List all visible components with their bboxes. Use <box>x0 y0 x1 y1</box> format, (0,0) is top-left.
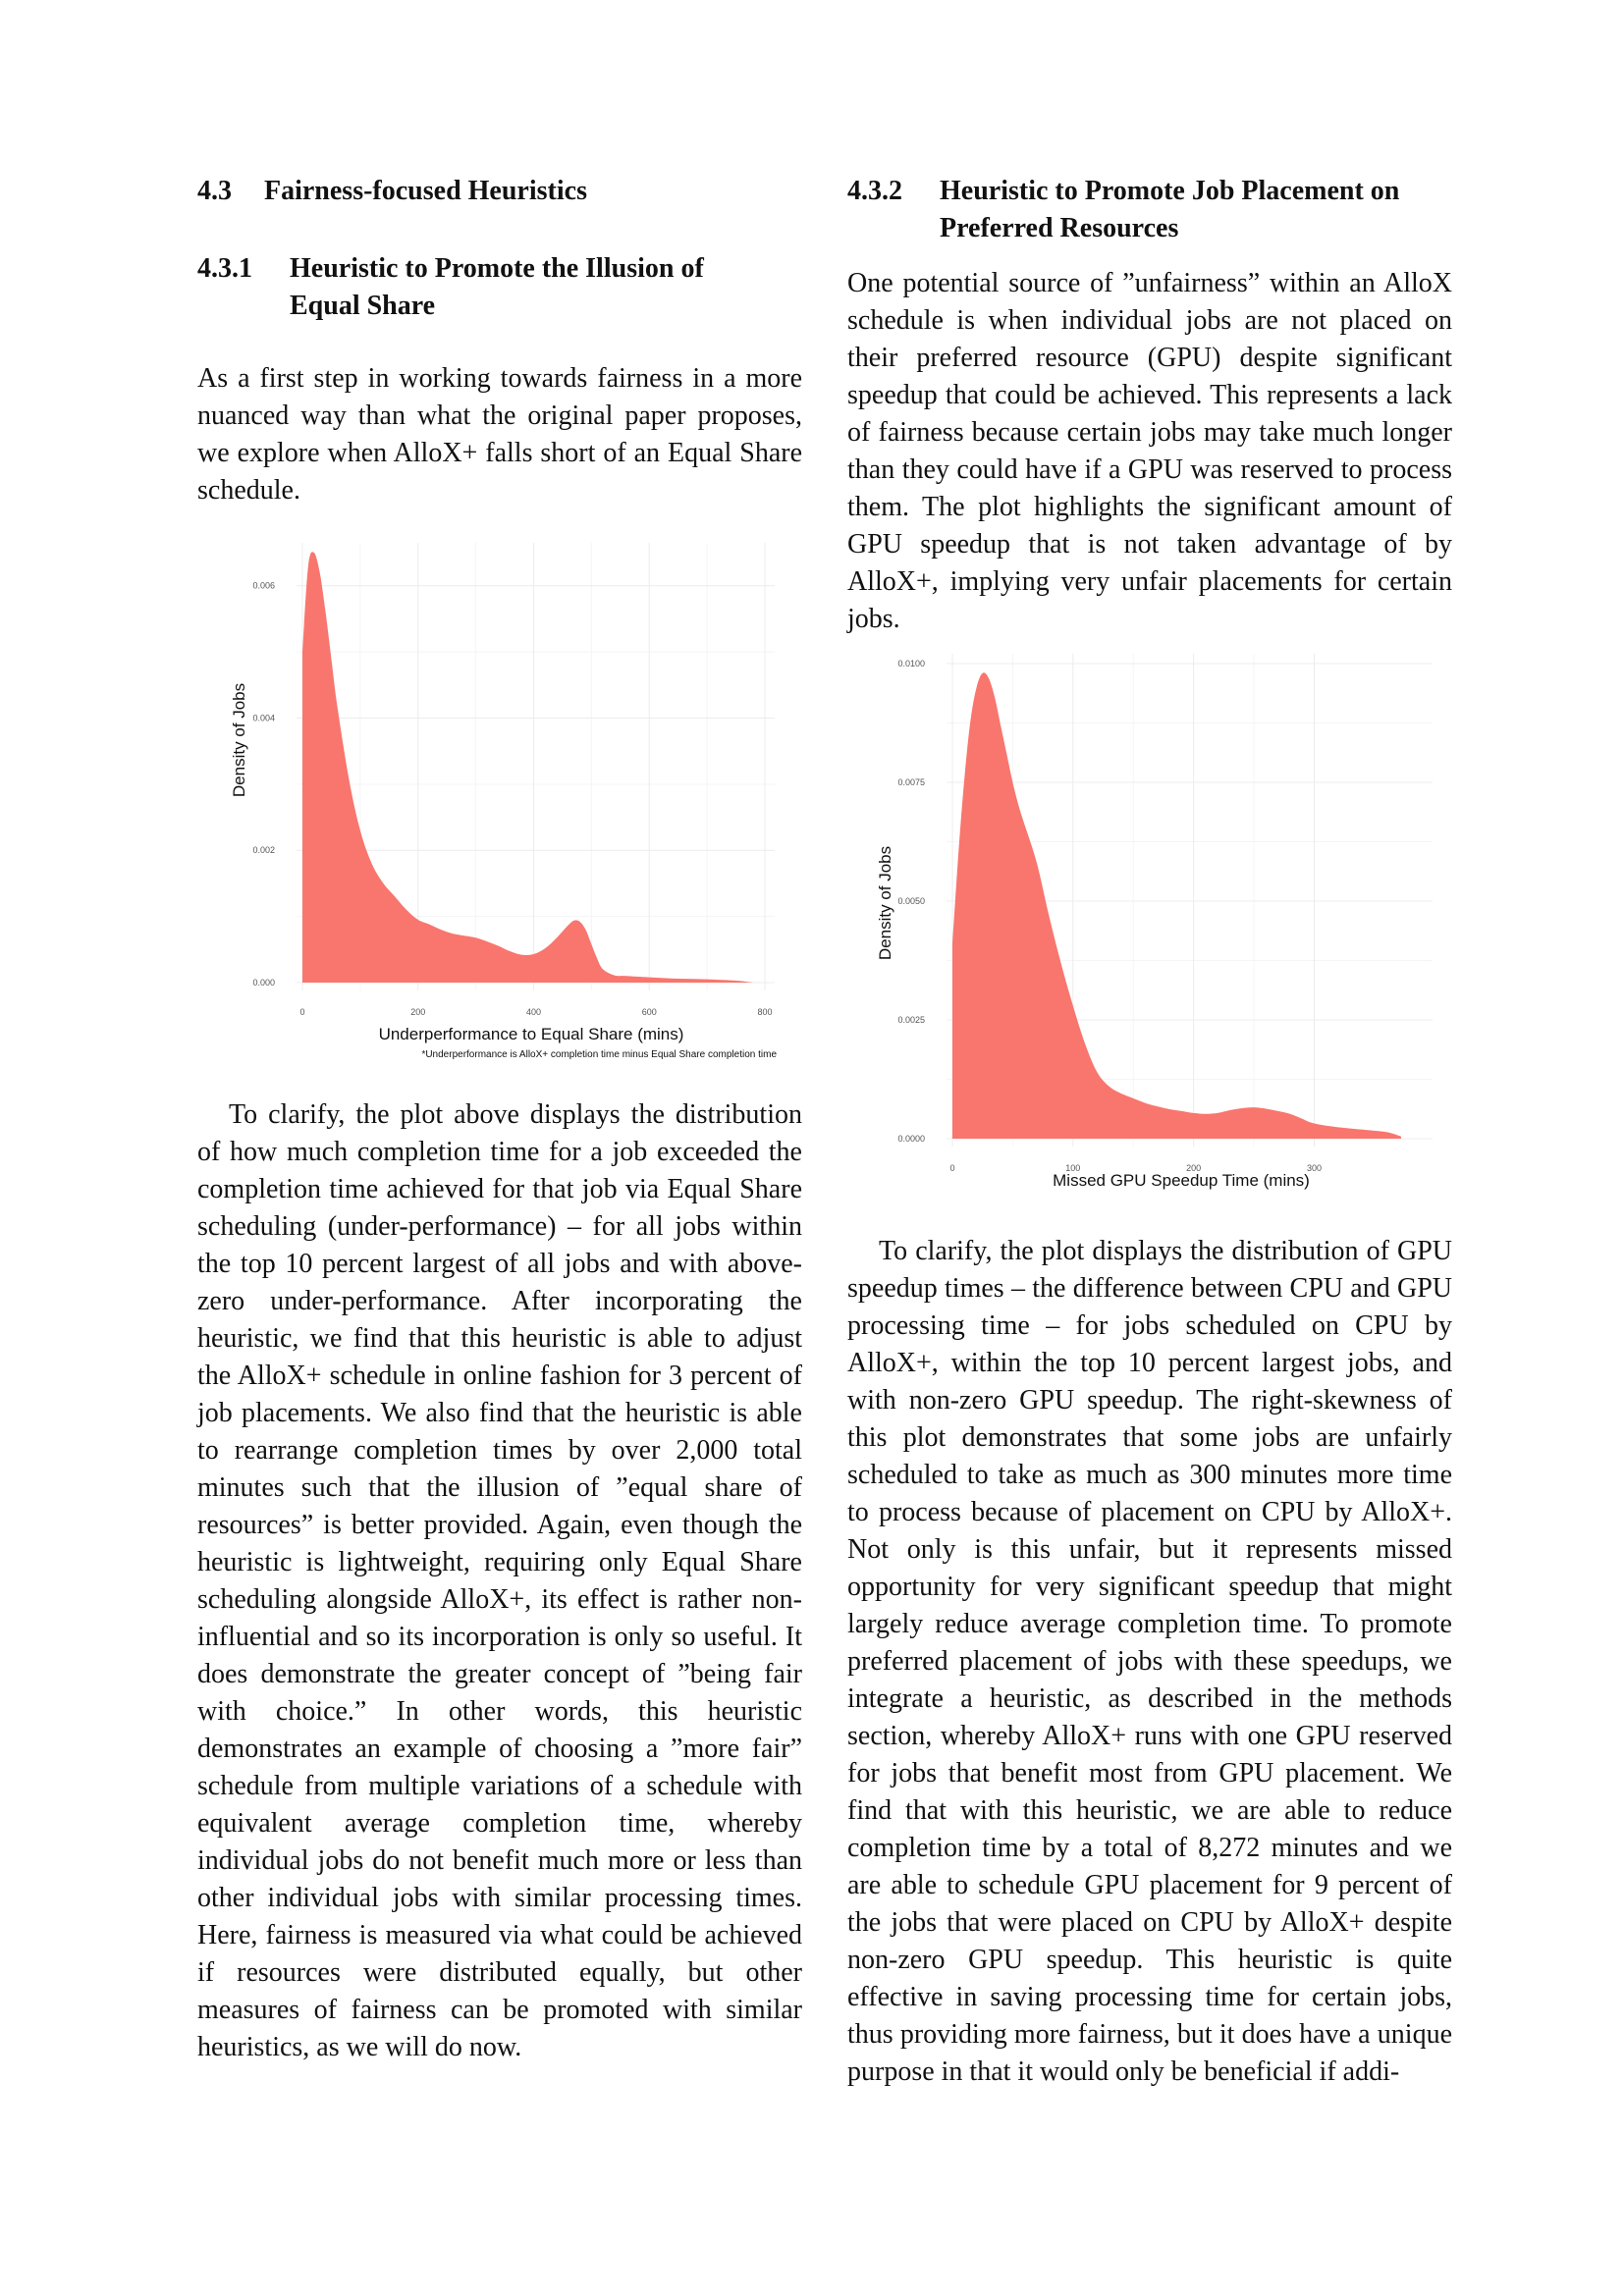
x-tick-label: 0 <box>299 1007 304 1017</box>
density-area <box>952 672 1401 1139</box>
figure-underperformance-density: 0.000 0.002 0.004 0.006 0 200 400 600 800 Densi… <box>230 543 777 1060</box>
x-tick-label: 600 <box>642 1007 657 1017</box>
y-tick-label: 0.0100 <box>897 659 925 668</box>
y-tick-label: 0.0075 <box>897 777 925 787</box>
y-tick-label: 0.0025 <box>897 1015 925 1025</box>
y-tick-label: 0.0050 <box>897 896 925 906</box>
x-axis-title: Missed GPU Speedup Time (mins) <box>1053 1171 1310 1190</box>
x-tick-label: 400 <box>526 1007 541 1017</box>
paragraph-clarify-right: To clarify, the plot displays the distri… <box>847 1236 1452 2087</box>
y-tick-label: 0.0000 <box>897 1134 925 1144</box>
right-column: 4.3.2 Heuristic to Promote Job Placement… <box>847 173 1452 2091</box>
density-area <box>302 552 754 983</box>
x-tick-label: 200 <box>410 1007 425 1017</box>
subsection-title: Heuristic to Promote Job Placement on Pr… <box>940 176 1400 243</box>
x-axis-title: Underperformance to Equal Share (mins) <box>379 1025 684 1043</box>
paragraph-clarify-left: To clarify, the plot above displays the … <box>197 1099 802 2062</box>
subsection-title: Heuristic to Promote the Illusion of Equ… <box>290 253 704 321</box>
y-axis-title: Density of Jobs <box>230 683 248 797</box>
y-tick-label: 0.000 <box>252 978 275 988</box>
figure-missed-gpu-speedup-density: 0.0000 0.0025 0.0050 0.0075 0.0100 0 100 200 30… <box>876 654 1433 1190</box>
section-heading: 4.3 Fairness-focused Heuristics <box>197 173 802 210</box>
x-tick-label: 300 <box>1307 1163 1322 1173</box>
subsection-heading-432: 4.3.2 Heuristic to Promote Job Placement… <box>847 173 1452 247</box>
subsection-number: 4.3.2 <box>847 176 902 206</box>
y-tick-label: 0.006 <box>252 581 275 591</box>
paragraph-preferred-resources: One potential source of ”unfairness” wit… <box>847 268 1452 634</box>
x-tick-label: 0 <box>949 1163 954 1173</box>
subsection-number: 4.3.1 <box>197 253 252 284</box>
y-tick-label: 0.002 <box>252 845 275 855</box>
figure-note: *Underperformance is AlloX+ completion t… <box>421 1049 777 1060</box>
section-title: Fairness-focused Heuristics <box>264 176 587 206</box>
x-tick-label: 100 <box>1065 1163 1080 1173</box>
x-tick-label: 800 <box>757 1007 772 1017</box>
paragraph-intro: As a first step in working towards fairn… <box>197 363 802 506</box>
y-tick-label: 0.004 <box>252 713 275 722</box>
left-column: 4.3 Fairness-focused Heuristics 4.3.1 Heu… <box>197 173 802 2066</box>
subsection-heading-431: 4.3.1 Heuristic to Promote the Illusion … <box>197 250 802 325</box>
section-number: 4.3 <box>197 176 232 206</box>
x-tick-label: 200 <box>1186 1163 1201 1173</box>
y-axis-title: Density of Jobs <box>876 846 894 960</box>
